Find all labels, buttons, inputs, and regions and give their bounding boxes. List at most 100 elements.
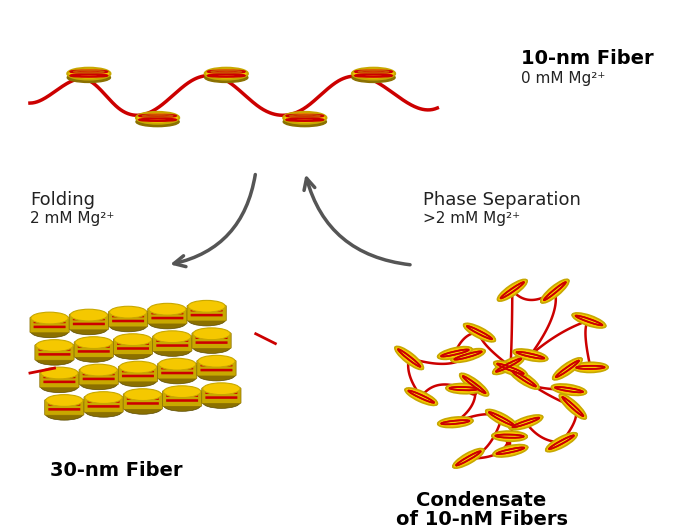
Ellipse shape bbox=[446, 384, 482, 394]
FancyBboxPatch shape bbox=[108, 311, 148, 327]
FancyBboxPatch shape bbox=[161, 367, 193, 369]
Ellipse shape bbox=[573, 363, 608, 371]
FancyBboxPatch shape bbox=[161, 372, 193, 375]
Text: Condensate: Condensate bbox=[416, 491, 547, 510]
Ellipse shape bbox=[158, 359, 196, 370]
Ellipse shape bbox=[551, 384, 586, 395]
FancyBboxPatch shape bbox=[43, 376, 75, 378]
Ellipse shape bbox=[494, 362, 527, 376]
FancyBboxPatch shape bbox=[69, 314, 108, 330]
Ellipse shape bbox=[546, 433, 577, 452]
FancyBboxPatch shape bbox=[166, 394, 198, 397]
Ellipse shape bbox=[205, 73, 248, 82]
Ellipse shape bbox=[486, 410, 517, 428]
Ellipse shape bbox=[136, 112, 179, 123]
Ellipse shape bbox=[80, 364, 117, 376]
Ellipse shape bbox=[80, 378, 117, 390]
Ellipse shape bbox=[67, 68, 110, 79]
Ellipse shape bbox=[546, 433, 577, 451]
FancyBboxPatch shape bbox=[74, 342, 114, 358]
Ellipse shape bbox=[188, 301, 225, 312]
Ellipse shape bbox=[509, 415, 543, 430]
Ellipse shape bbox=[395, 347, 423, 369]
Ellipse shape bbox=[36, 339, 73, 352]
Ellipse shape bbox=[446, 385, 482, 393]
FancyBboxPatch shape bbox=[201, 369, 232, 371]
Ellipse shape bbox=[572, 313, 606, 328]
Ellipse shape bbox=[509, 415, 543, 429]
Ellipse shape bbox=[493, 445, 527, 456]
Text: 0 mM Mg²⁺: 0 mM Mg²⁺ bbox=[521, 71, 605, 86]
FancyBboxPatch shape bbox=[195, 342, 227, 344]
Text: Phase Separation: Phase Separation bbox=[423, 192, 580, 210]
FancyBboxPatch shape bbox=[34, 321, 66, 323]
Ellipse shape bbox=[494, 361, 527, 377]
FancyBboxPatch shape bbox=[78, 345, 110, 348]
Ellipse shape bbox=[31, 326, 68, 338]
FancyBboxPatch shape bbox=[117, 347, 149, 350]
Ellipse shape bbox=[153, 345, 191, 356]
FancyBboxPatch shape bbox=[195, 336, 227, 339]
Ellipse shape bbox=[158, 372, 196, 384]
Ellipse shape bbox=[352, 73, 395, 82]
FancyBboxPatch shape bbox=[35, 345, 74, 360]
Ellipse shape bbox=[405, 388, 438, 405]
Ellipse shape bbox=[110, 320, 147, 332]
FancyBboxPatch shape bbox=[88, 400, 120, 403]
Ellipse shape bbox=[124, 389, 162, 401]
Ellipse shape bbox=[283, 117, 327, 127]
FancyBboxPatch shape bbox=[201, 364, 232, 367]
Ellipse shape bbox=[40, 367, 78, 379]
Ellipse shape bbox=[553, 358, 582, 379]
Ellipse shape bbox=[352, 68, 395, 79]
Ellipse shape bbox=[460, 373, 488, 396]
Ellipse shape bbox=[493, 356, 525, 374]
Ellipse shape bbox=[438, 347, 472, 359]
FancyBboxPatch shape bbox=[151, 317, 184, 319]
FancyBboxPatch shape bbox=[192, 333, 232, 348]
Text: >2 mM Mg²⁺: >2 mM Mg²⁺ bbox=[423, 211, 520, 226]
FancyBboxPatch shape bbox=[166, 399, 198, 402]
FancyBboxPatch shape bbox=[148, 308, 187, 324]
Ellipse shape bbox=[492, 432, 527, 440]
FancyBboxPatch shape bbox=[79, 369, 119, 385]
Ellipse shape bbox=[70, 323, 108, 335]
FancyBboxPatch shape bbox=[38, 353, 71, 356]
Text: 2 mM Mg²⁺: 2 mM Mg²⁺ bbox=[30, 211, 114, 226]
FancyBboxPatch shape bbox=[73, 323, 105, 325]
Ellipse shape bbox=[509, 369, 539, 389]
Ellipse shape bbox=[560, 394, 586, 419]
Ellipse shape bbox=[70, 309, 108, 321]
FancyBboxPatch shape bbox=[153, 336, 192, 352]
Ellipse shape bbox=[493, 356, 525, 375]
Ellipse shape bbox=[36, 353, 73, 365]
Ellipse shape bbox=[198, 355, 235, 367]
Ellipse shape bbox=[395, 346, 423, 370]
FancyBboxPatch shape bbox=[206, 392, 238, 394]
Ellipse shape bbox=[85, 392, 122, 403]
FancyBboxPatch shape bbox=[83, 378, 114, 380]
Ellipse shape bbox=[114, 347, 151, 359]
Ellipse shape bbox=[188, 314, 225, 326]
FancyBboxPatch shape bbox=[49, 403, 80, 406]
Ellipse shape bbox=[114, 334, 151, 346]
Ellipse shape bbox=[460, 373, 488, 396]
FancyBboxPatch shape bbox=[156, 344, 188, 347]
Ellipse shape bbox=[164, 400, 201, 411]
Ellipse shape bbox=[46, 409, 83, 420]
Ellipse shape bbox=[513, 350, 548, 361]
FancyBboxPatch shape bbox=[88, 405, 120, 408]
Text: of 10-nM Fibers: of 10-nM Fibers bbox=[395, 511, 567, 529]
Ellipse shape bbox=[46, 395, 83, 406]
FancyBboxPatch shape bbox=[84, 396, 123, 412]
Ellipse shape bbox=[124, 403, 162, 414]
Ellipse shape bbox=[193, 342, 230, 353]
Ellipse shape bbox=[541, 279, 569, 303]
Ellipse shape bbox=[451, 348, 485, 362]
FancyBboxPatch shape bbox=[206, 396, 238, 399]
FancyBboxPatch shape bbox=[112, 315, 144, 318]
FancyArrowPatch shape bbox=[174, 174, 256, 267]
Ellipse shape bbox=[203, 383, 240, 395]
FancyBboxPatch shape bbox=[127, 397, 159, 400]
FancyBboxPatch shape bbox=[83, 373, 114, 375]
